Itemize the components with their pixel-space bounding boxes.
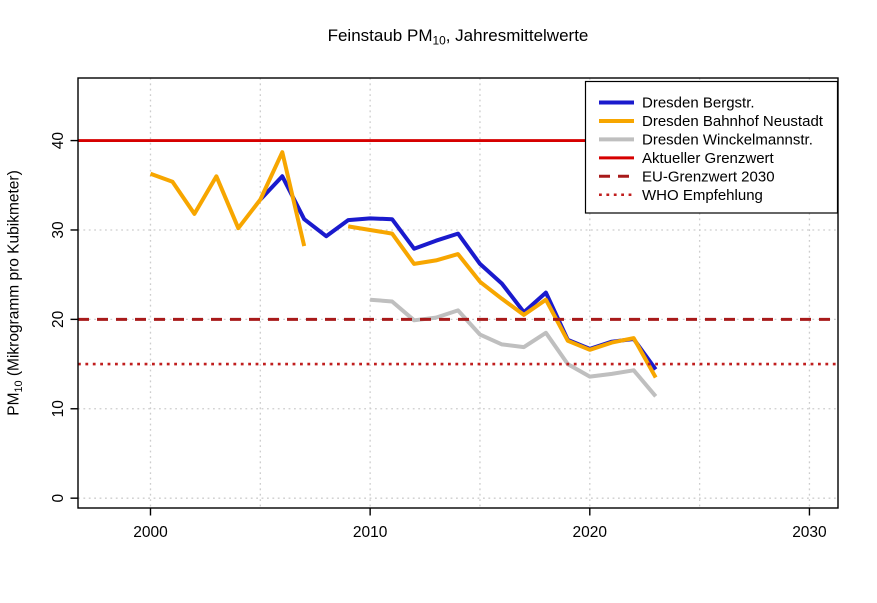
legend-label: Dresden Winckelmannstr. xyxy=(642,132,813,149)
x-tick-label-2020: 2020 xyxy=(573,524,608,541)
y-tick-label-10: 10 xyxy=(50,400,67,418)
legend-label: Dresden Bergstr. xyxy=(642,95,755,112)
chart-title-prefix: Feinstaub PM xyxy=(327,26,433,45)
y-tick-label-20: 20 xyxy=(50,310,67,328)
y-tick-label-30: 30 xyxy=(50,221,67,239)
chart-title-subscript: 10 xyxy=(432,33,446,48)
legend-label: EU-Grenzwert 2030 xyxy=(642,169,775,186)
chart-title-suffix: , Jahresmittelwerte xyxy=(445,26,589,45)
legend-label: Dresden Bahnhof Neustadt xyxy=(642,113,824,130)
y-tick-label-0: 0 xyxy=(50,494,67,503)
x-tick-label-2010: 2010 xyxy=(353,524,388,541)
legend-label: WHO Empfehlung xyxy=(642,187,763,204)
x-tick-label-2030: 2030 xyxy=(792,524,827,541)
chart-title: Feinstaub PM10, Jahresmittelwerte xyxy=(78,26,838,48)
series-line-dresden-bahnhof-neustadt xyxy=(347,224,658,379)
y-tick-label-40: 40 xyxy=(50,132,67,150)
legend-label: Aktueller Grenzwert xyxy=(642,150,775,167)
series-line-dresden-winckelmannstr- xyxy=(369,297,658,398)
series-line-dresden-bahnhof-neustadt xyxy=(149,150,307,247)
plot-box xyxy=(77,77,839,509)
x-tick-label-2000: 2000 xyxy=(133,524,168,541)
